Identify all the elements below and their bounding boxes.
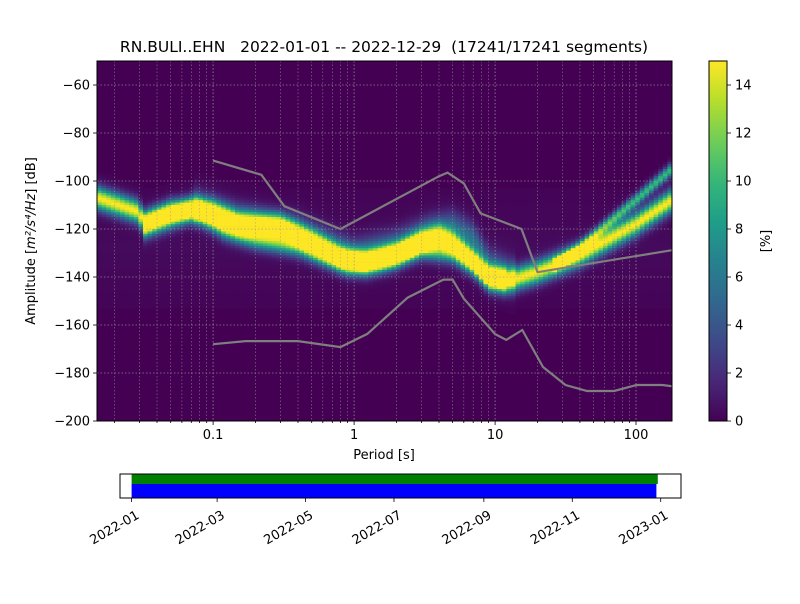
y-tick-label: −60 [63,79,90,94]
timeline-tick-label: 2022-01 [87,508,142,548]
y-axis-ticks: −60 −80 −100 −120 −140 −160 −180 −200 [54,79,97,430]
timeline-ticks: 2022-01 2022-03 2022-05 2022-07 2022-09 2022-… [87,498,671,548]
y-axis-label: Amplitude [m²/s⁴/Hz] [dB] [24,157,39,325]
colorbar-tick-label: 4 [735,319,743,334]
x-tick-label: 100 [624,428,649,443]
colorbar-gradient [709,61,727,421]
y-tick-label: −140 [54,271,90,286]
y-tick-label: −100 [54,175,90,190]
timeline-tick-label: 2022-03 [173,508,228,548]
timeline-tick-label: 2023-01 [617,508,672,548]
colorbar-tick-label: 12 [735,127,752,142]
x-tick-label: 1 [350,428,358,443]
colorbar-tick-label: 2 [735,367,743,382]
processed-segments-bar [132,484,657,498]
data-availability-bar [132,474,658,484]
y-tick-label: −180 [54,367,90,382]
y-tick-label: −120 [54,223,90,238]
colorbar-tick-label: 6 [735,271,743,286]
chart-title: RN.BULI..EHN 2022-01-01 -- 2022-12-29 (1… [120,38,648,56]
y-axis-label-unit: m²/s⁴/Hz [24,193,39,249]
timeline-tick-label: 2022-07 [350,508,405,548]
x-axis-ticks: 0.1 1 10 100 [115,421,649,443]
colorbar: 0 2 4 6 8 10 12 14 [%] [709,61,774,430]
timeline-tick-label: 2022-11 [528,508,583,548]
colorbar-tick-label: 14 [735,79,752,94]
colorbar-tick-label: 10 [735,175,752,190]
timeline-tick-label: 2022-09 [440,508,495,548]
colorbar-label: [%] [759,230,774,253]
x-axis-label: Period [s] [353,448,415,463]
x-tick-label: 0.1 [203,428,224,443]
plot-area: 0.1 1 10 100 −60 −80 −100 −120 −140 −160 −180 −200 [54,61,713,443]
y-axis-label-end: ] [dB] [24,157,39,194]
y-tick-label: −200 [54,415,90,430]
y-tick-label: −160 [54,319,90,334]
timeline-tick-label: 2022-05 [261,508,316,548]
x-tick-label: 10 [487,428,504,443]
colorbar-tick-label: 0 [735,415,743,430]
timeline-panel: 2022-01 2022-03 2022-05 2022-07 2022-09 2022-… [87,474,681,548]
timeline-bars [132,474,658,498]
y-axis-label-main: Amplitude [ [24,249,39,325]
colorbar-ticks: 0 2 4 6 8 10 12 14 [727,79,752,430]
colorbar-tick-label: 8 [735,223,743,238]
y-tick-label: −80 [63,127,90,142]
